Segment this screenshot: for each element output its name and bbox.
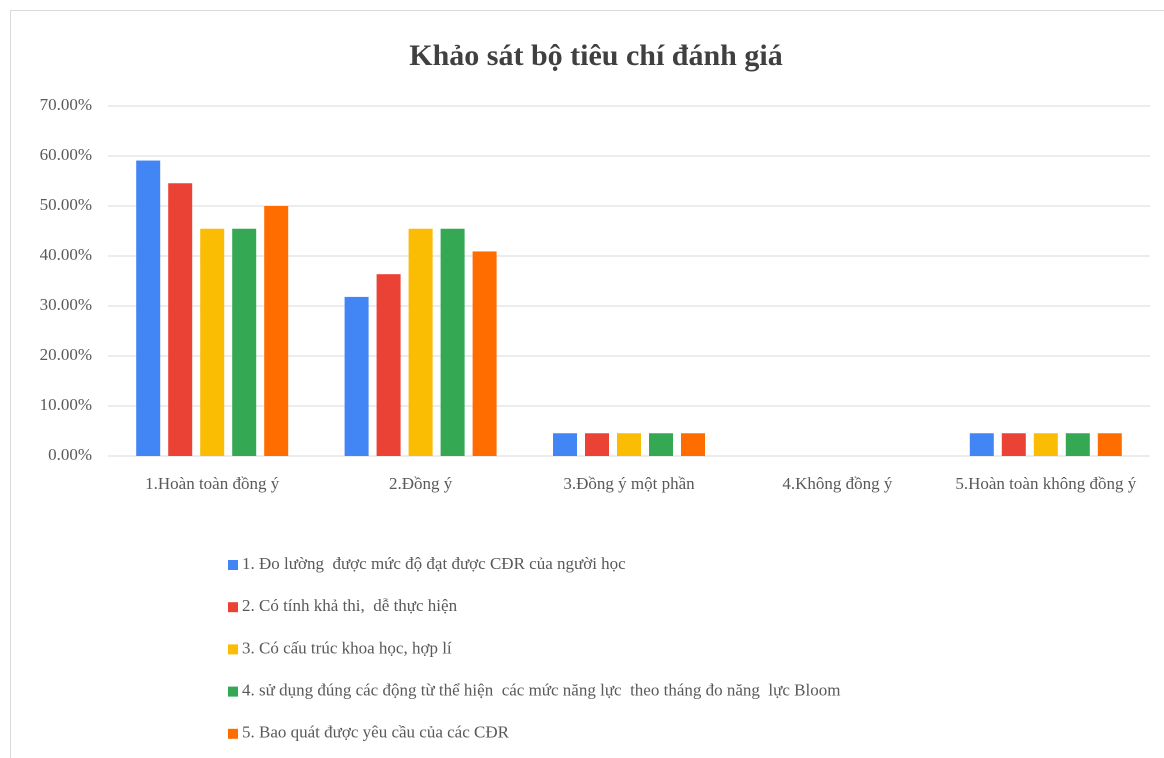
- x-tick-label: 4.Không đồng ý: [782, 474, 893, 493]
- legend-label: 2. Có tính khả thi, dễ thực hiện: [242, 596, 458, 615]
- y-tick-label: 10.00%: [40, 395, 92, 414]
- x-tick-label: 5.Hoàn toàn không đồng ý: [955, 474, 1137, 493]
- bar: [681, 433, 705, 456]
- y-tick-label: 70.00%: [40, 95, 92, 114]
- bar: [232, 228, 257, 456]
- bar: [553, 433, 577, 456]
- bar: [1097, 433, 1122, 456]
- bar: [1033, 433, 1058, 456]
- legend-swatch: [228, 728, 238, 739]
- bar: [1001, 433, 1026, 456]
- legend-swatch: [228, 644, 238, 655]
- bar: [969, 433, 994, 456]
- legend-swatch: [228, 560, 238, 570]
- bar: [649, 433, 673, 456]
- y-tick-label: 50.00%: [40, 195, 92, 214]
- bar: [136, 160, 161, 457]
- x-tick-label: 1.Hoàn toàn đồng ý: [145, 474, 280, 493]
- bar: [408, 228, 433, 456]
- legend-label: 4. sử dụng đúng các động từ thể hiện các…: [242, 681, 840, 700]
- legend-swatch: [228, 602, 238, 613]
- bar: [1065, 433, 1090, 456]
- x-tick-label: 3.Đồng ý một phần: [563, 474, 695, 493]
- bar: [168, 183, 193, 456]
- bar: [585, 433, 609, 456]
- chart-title: Khảo sát bộ tiêu chí đánh giá: [409, 39, 782, 72]
- bar: [617, 433, 641, 456]
- y-tick-label: 40.00%: [40, 245, 92, 264]
- bar: [344, 296, 369, 456]
- x-tick-label: 2.Đồng ý: [388, 474, 453, 493]
- legend-label: 1. Đo lường được mức độ đạt được CĐR của…: [242, 554, 626, 573]
- legend-swatch: [228, 686, 238, 697]
- y-tick-label: 20.00%: [40, 345, 92, 364]
- y-tick-label: 0.00%: [48, 445, 92, 464]
- bar: [264, 206, 289, 456]
- legend-label: 5. Bao quát được yêu cầu của các CĐR: [242, 723, 510, 742]
- bar: [376, 274, 401, 456]
- bar: [440, 228, 465, 456]
- legend-label: 3. Có cấu trúc khoa học, hợp lí: [242, 638, 452, 657]
- bar: [200, 228, 225, 456]
- bar: [472, 251, 497, 456]
- y-tick-label: 60.00%: [40, 145, 92, 164]
- y-tick-label: 30.00%: [40, 295, 92, 314]
